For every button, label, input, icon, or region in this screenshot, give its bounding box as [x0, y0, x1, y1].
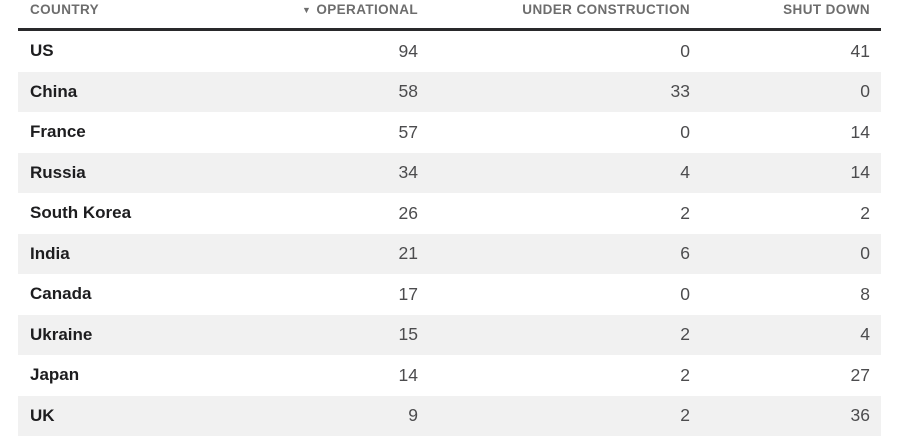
under-construction-cell: 0 [418, 122, 690, 143]
table-row: China 58 33 0 [18, 72, 881, 113]
reactors-table: COUNTRY ▼OPERATIONAL UNDER CONSTRUCTION … [18, 0, 881, 436]
operational-cell: 21 [268, 243, 418, 264]
country-cell: Japan [18, 365, 268, 385]
operational-cell: 9 [268, 405, 418, 426]
sort-descending-icon: ▼ [302, 5, 311, 15]
table-row: South Korea 26 2 2 [18, 193, 881, 234]
shut-down-cell: 14 [690, 162, 881, 183]
column-header-under-construction[interactable]: UNDER CONSTRUCTION [418, 0, 690, 17]
operational-cell: 17 [268, 284, 418, 305]
table-row: US 94 0 41 [18, 31, 881, 72]
operational-cell: 58 [268, 81, 418, 102]
under-construction-cell: 0 [418, 284, 690, 305]
shut-down-cell: 4 [690, 324, 881, 345]
under-construction-cell: 2 [418, 365, 690, 386]
table-row: France 57 0 14 [18, 112, 881, 153]
table-row: UK 9 2 36 [18, 396, 881, 436]
country-cell: Russia [18, 163, 268, 183]
country-cell: France [18, 122, 268, 142]
operational-cell: 14 [268, 365, 418, 386]
country-cell: Ukraine [18, 325, 268, 345]
table-header-row: COUNTRY ▼OPERATIONAL UNDER CONSTRUCTION … [18, 0, 881, 31]
country-cell: UK [18, 406, 268, 426]
table-row: India 21 6 0 [18, 234, 881, 275]
shut-down-cell: 0 [690, 243, 881, 264]
shut-down-cell: 14 [690, 122, 881, 143]
under-construction-cell: 2 [418, 203, 690, 224]
shut-down-cell: 0 [690, 81, 881, 102]
operational-cell: 34 [268, 162, 418, 183]
table-row: Japan 14 2 27 [18, 355, 881, 396]
table-row: Ukraine 15 2 4 [18, 315, 881, 356]
column-header-country[interactable]: COUNTRY [18, 0, 268, 17]
column-header-operational-label: OPERATIONAL [316, 2, 418, 17]
under-construction-cell: 6 [418, 243, 690, 264]
table-row: Canada 17 0 8 [18, 274, 881, 315]
country-cell: Canada [18, 284, 268, 304]
under-construction-cell: 2 [418, 324, 690, 345]
operational-cell: 57 [268, 122, 418, 143]
table-body: US 94 0 41 China 58 33 0 France 57 0 14 … [18, 31, 881, 436]
operational-cell: 94 [268, 41, 418, 62]
country-cell: China [18, 82, 268, 102]
under-construction-cell: 33 [418, 81, 690, 102]
under-construction-cell: 2 [418, 405, 690, 426]
shut-down-cell: 41 [690, 41, 881, 62]
shut-down-cell: 8 [690, 284, 881, 305]
country-cell: South Korea [18, 203, 268, 223]
column-header-shut-down[interactable]: SHUT DOWN [690, 0, 881, 17]
under-construction-cell: 0 [418, 41, 690, 62]
shut-down-cell: 2 [690, 203, 881, 224]
country-cell: India [18, 244, 268, 264]
operational-cell: 26 [268, 203, 418, 224]
operational-cell: 15 [268, 324, 418, 345]
country-cell: US [18, 41, 268, 61]
shut-down-cell: 36 [690, 405, 881, 426]
table-row: Russia 34 4 14 [18, 153, 881, 194]
shut-down-cell: 27 [690, 365, 881, 386]
under-construction-cell: 4 [418, 162, 690, 183]
column-header-operational[interactable]: ▼ OPERATIONAL [268, 0, 418, 17]
